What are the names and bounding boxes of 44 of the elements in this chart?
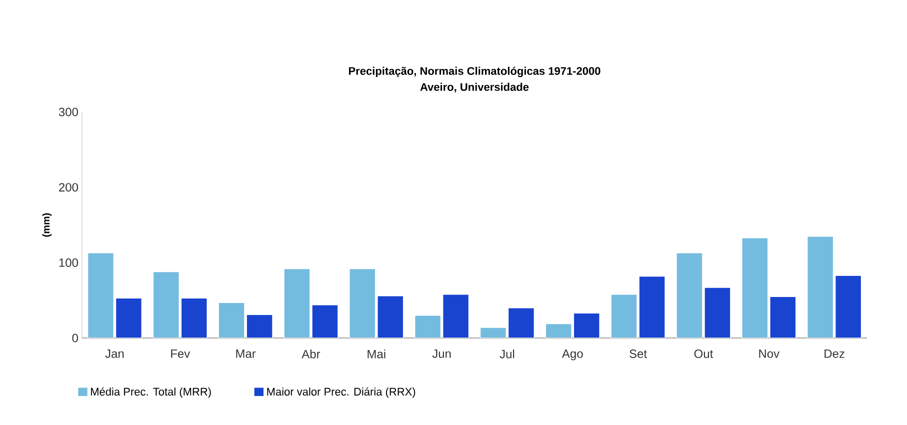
bar xyxy=(246,314,273,338)
bar xyxy=(676,252,703,338)
x-tick-label: Dez xyxy=(824,350,844,358)
x-tick-label: Mar xyxy=(236,350,256,358)
bar xyxy=(508,307,535,338)
bar xyxy=(573,312,600,338)
bar xyxy=(834,275,862,338)
bar xyxy=(218,302,245,338)
x-tick-label: Nov xyxy=(759,350,780,358)
x-tick-label: Fev xyxy=(171,350,190,358)
y-tick-label: 100 xyxy=(59,258,78,267)
legend-label: Maior valor Prec. Diária (RRX) xyxy=(267,387,416,398)
chart-title: Precipitação, Normais Climatológicas 1971-2000 xyxy=(348,66,600,78)
bar xyxy=(284,268,310,338)
bar xyxy=(442,294,470,338)
x-tick-label: Mai xyxy=(368,350,386,358)
x-tick-label: Abr xyxy=(302,350,320,358)
y-tick-label: 300 xyxy=(58,108,78,116)
x-tick-label: Jul xyxy=(500,350,514,358)
bar xyxy=(87,252,114,338)
y-tick-label: 200 xyxy=(59,183,78,192)
bar xyxy=(545,323,572,338)
y-tick-label: 0 xyxy=(72,334,78,342)
y-axis-title: (mm) xyxy=(42,213,52,237)
bar xyxy=(414,314,442,338)
x-tick-label: Set xyxy=(630,350,647,358)
bar xyxy=(180,298,208,338)
x-tick-label: Ago xyxy=(562,350,583,360)
bar xyxy=(152,271,180,338)
bar xyxy=(741,237,768,338)
bar xyxy=(638,276,666,338)
bar xyxy=(312,304,338,338)
bar xyxy=(115,298,142,338)
bar xyxy=(806,236,834,338)
bar xyxy=(348,268,376,338)
x-tick-label: Jan xyxy=(105,350,124,358)
bar xyxy=(610,294,638,338)
x-tick-label: Jun xyxy=(432,350,451,358)
legend-label: Média Prec. Total (MRR) xyxy=(91,387,211,398)
x-tick-label: Out xyxy=(694,350,714,358)
bar xyxy=(769,296,796,338)
chart-subtitle: Aveiro, Universidade xyxy=(420,82,529,92)
bar xyxy=(376,295,404,338)
bar xyxy=(704,287,731,338)
